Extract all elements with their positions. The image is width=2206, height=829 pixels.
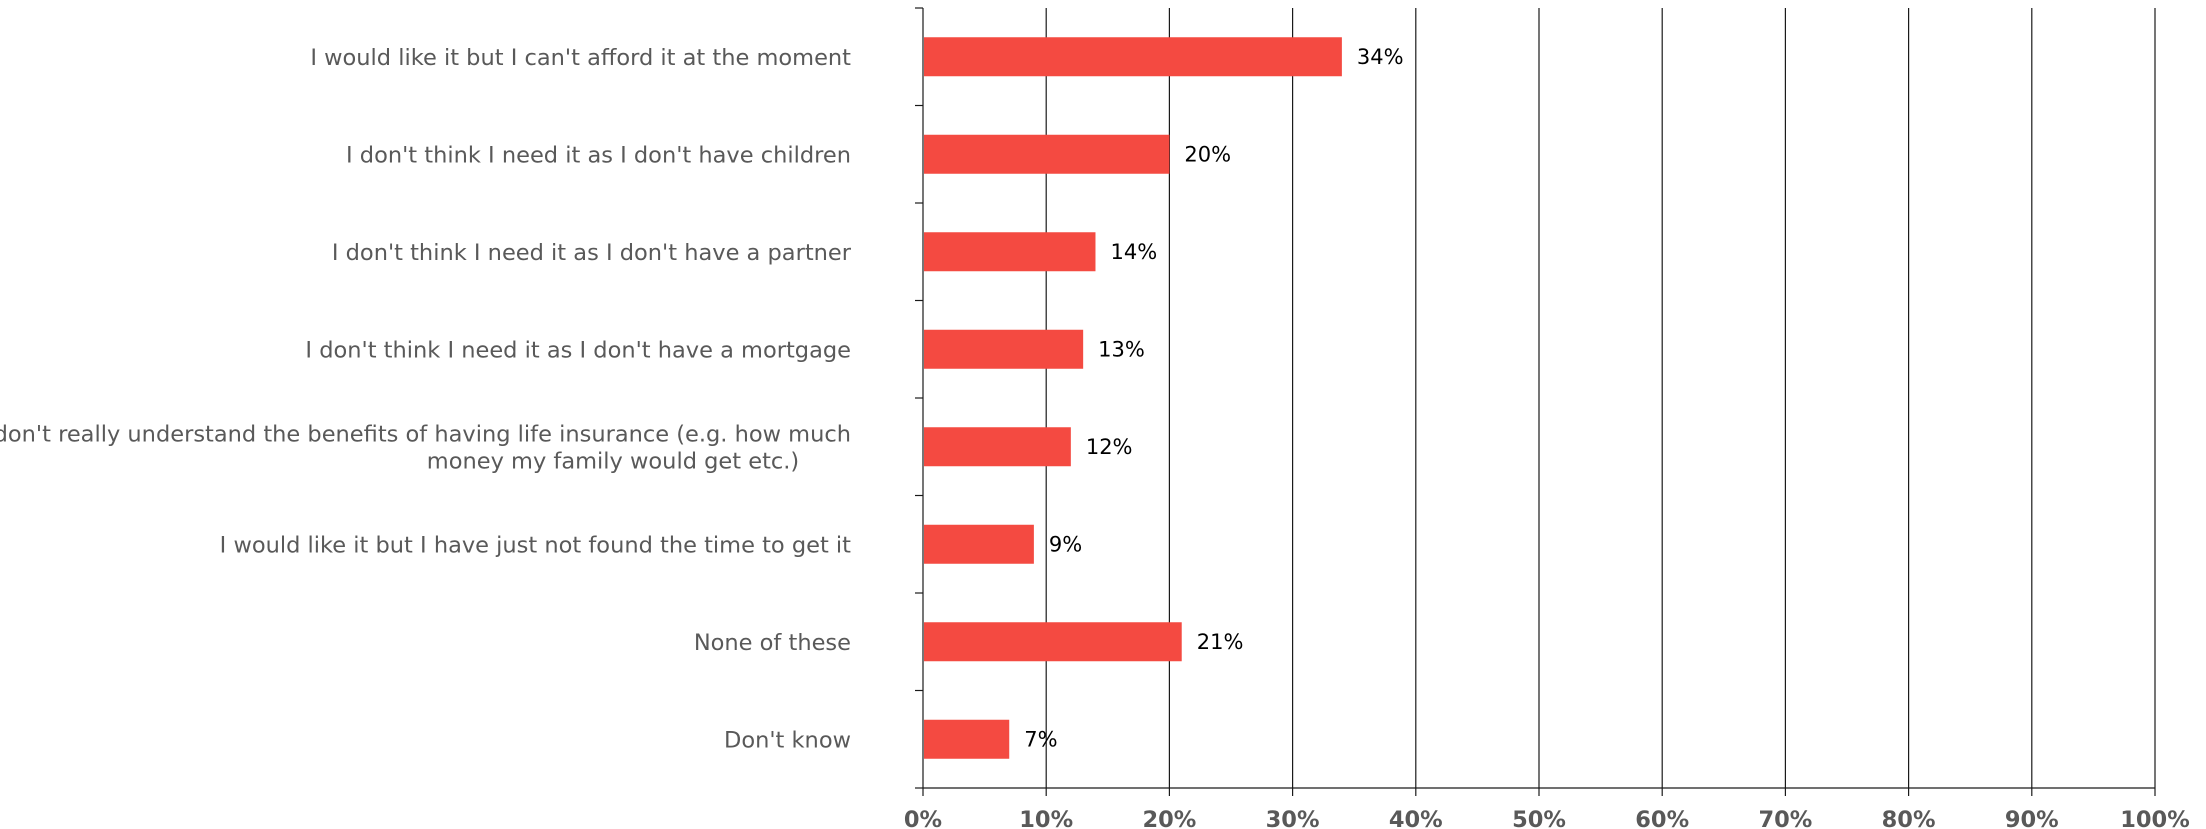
x-tick-label: 70% xyxy=(1758,807,1812,829)
category-labels: I would like it but I can't afford it at… xyxy=(0,45,852,754)
bar xyxy=(924,232,1096,272)
bar xyxy=(924,134,1170,174)
data-labels: 34% 20% 14% 13% 12% 9% 21% 7% xyxy=(1024,45,1403,752)
category-label-line: None of these xyxy=(694,630,851,656)
data-label: 21% xyxy=(1197,630,1244,654)
category-label-line: money my family would get etc.) xyxy=(427,448,799,474)
x-tick-label: 50% xyxy=(1512,807,1566,829)
x-tick-label: 20% xyxy=(1142,807,1196,829)
data-label: 13% xyxy=(1098,337,1145,361)
category-label: I would like it but I have just not foun… xyxy=(220,532,852,558)
category-label-line: I don't think I need it as I don't have … xyxy=(332,240,852,266)
x-tick-label: 30% xyxy=(1266,807,1320,829)
category-label-line: Don't know xyxy=(724,727,851,753)
gridlines xyxy=(1045,8,2156,788)
axes xyxy=(915,7,2156,796)
bar xyxy=(924,329,1084,369)
bar xyxy=(924,622,1182,662)
bars xyxy=(924,37,1342,759)
category-label: I don't think I need it as I don't have … xyxy=(305,337,851,363)
category-label-line: I don't think I need it as I don't have … xyxy=(305,337,851,363)
data-label: 20% xyxy=(1184,142,1231,166)
x-tick-label: 0% xyxy=(904,807,942,829)
category-label: I would like it but I can't afford it at… xyxy=(310,45,851,71)
category-label-line: I don't really understand the benefits o… xyxy=(0,421,851,447)
data-label: 14% xyxy=(1110,240,1157,264)
category-label: I don't really understand the benefits o… xyxy=(0,421,851,474)
data-label: 9% xyxy=(1049,532,1082,556)
data-label: 7% xyxy=(1024,727,1057,751)
category-label-line: I would like it but I can't afford it at… xyxy=(310,45,851,71)
category-label: Don't know xyxy=(724,727,851,753)
x-tick-label: 80% xyxy=(1882,807,1936,829)
category-label-line: I don't think I need it as I don't have … xyxy=(346,142,851,168)
x-tick-label: 90% xyxy=(2005,807,2059,829)
data-label: 34% xyxy=(1357,45,1404,69)
bar xyxy=(924,719,1010,759)
bar xyxy=(924,37,1342,77)
category-label: I don't think I need it as I don't have … xyxy=(346,142,851,168)
category-label: I don't think I need it as I don't have … xyxy=(332,240,852,266)
bar xyxy=(924,427,1071,467)
x-tick-label: 100% xyxy=(2120,807,2190,829)
x-tick-label: 60% xyxy=(1635,807,1689,829)
category-label: None of these xyxy=(694,630,851,656)
x-tick-labels: 0% 10% 20% 30% 40% 50% 60% 70% 80% 90% 100% xyxy=(904,807,2190,829)
category-label-line: I would like it but I have just not foun… xyxy=(220,532,852,558)
bar xyxy=(924,524,1034,564)
data-label: 12% xyxy=(1086,435,1133,459)
x-tick-label: 10% xyxy=(1019,807,1073,829)
x-tick-label: 40% xyxy=(1389,807,1443,829)
